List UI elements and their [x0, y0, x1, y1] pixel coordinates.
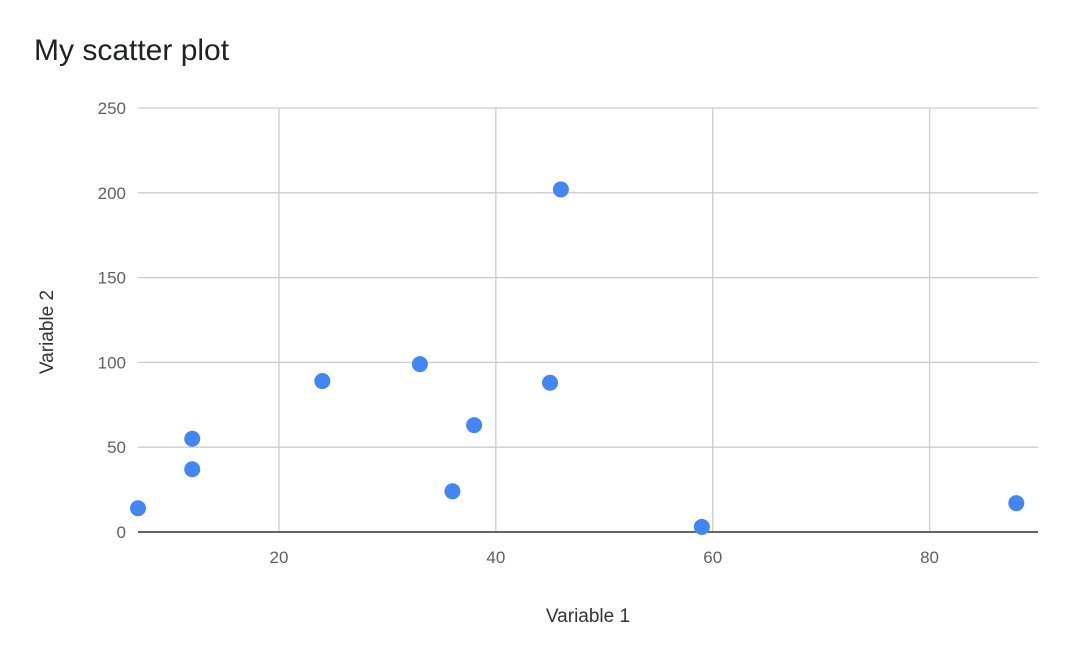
x-tick-label: 80 [920, 548, 939, 567]
x-tick-label: 60 [703, 548, 722, 567]
y-axis-title: Variable 2 [37, 290, 58, 374]
scatter-point [542, 374, 559, 391]
scatter-point [466, 417, 483, 434]
x-tick-label: 40 [486, 548, 505, 567]
chart-title: My scatter plot [34, 34, 230, 67]
scatter-point [552, 181, 569, 198]
scatter-point [444, 483, 461, 500]
y-tick-label: 150 [98, 269, 126, 288]
y-tick-label: 0 [117, 523, 126, 542]
x-axis-title: Variable 1 [546, 606, 630, 627]
scatter-point [184, 430, 201, 447]
data-points [130, 181, 1025, 535]
y-tick-label: 100 [98, 353, 126, 372]
y-tick-label: 50 [107, 438, 126, 457]
scatter-point [314, 373, 331, 390]
scatter-point [184, 461, 201, 478]
scatter-point [1008, 495, 1025, 512]
x-tick-label: 20 [270, 548, 289, 567]
y-tick-label: 250 [98, 99, 126, 118]
scatter-point [693, 518, 710, 535]
grid-lines [138, 107, 1038, 532]
y-tick-label: 200 [98, 184, 126, 203]
scatter-point [411, 356, 428, 373]
tick-labels: 0 50 100 150 200 250 20 40 60 80 [98, 99, 939, 567]
scatter-point [130, 500, 146, 517]
